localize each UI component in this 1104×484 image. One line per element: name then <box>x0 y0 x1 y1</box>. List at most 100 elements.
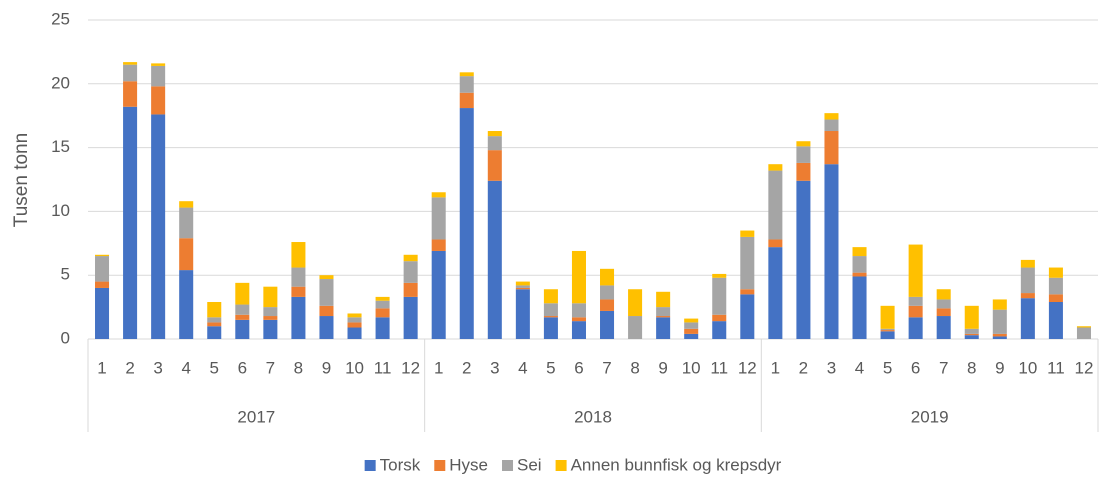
bar-segment <box>291 242 306 268</box>
bar-segment <box>543 303 558 317</box>
y-tick-label: 15 <box>51 137 70 156</box>
bar-segment <box>515 281 530 286</box>
x-tick-label: 9 <box>658 358 667 377</box>
legend-label: Hyse <box>449 455 488 474</box>
bar-segment <box>487 136 502 151</box>
bar-segment <box>151 114 166 339</box>
bar-segment <box>319 279 334 306</box>
x-tick-label: 11 <box>1047 358 1065 377</box>
bar-segment <box>207 301 222 318</box>
x-tick-label: 4 <box>518 358 527 377</box>
bar-segment <box>571 303 586 318</box>
x-tick-label: 2 <box>462 358 471 377</box>
bar-segment <box>151 65 166 87</box>
bar-segment <box>319 275 334 280</box>
bar-segment <box>796 146 811 163</box>
bar-segment <box>600 310 615 339</box>
bar-segment <box>740 294 755 339</box>
bar-segment <box>796 162 811 181</box>
x-tick-label: 1 <box>771 358 780 377</box>
x-tick-label: 3 <box>153 358 162 377</box>
bar-segment <box>543 316 558 318</box>
bar-segment <box>403 261 418 283</box>
bar-segment <box>95 287 110 339</box>
bar-segment <box>375 296 390 301</box>
bar-segment <box>487 180 502 339</box>
bar-segment <box>179 238 194 271</box>
bar-segment <box>824 131 839 165</box>
bar-segment <box>656 307 671 317</box>
x-tick-label: 4 <box>181 358 190 377</box>
bar-segment <box>543 289 558 304</box>
bar-segment <box>515 285 530 288</box>
x-tick-label: 1 <box>97 358 106 377</box>
legend-label: Torsk <box>380 455 421 474</box>
x-tick-label: 7 <box>602 358 611 377</box>
x-tick-label: 12 <box>1075 358 1094 377</box>
bar-segment <box>712 273 727 278</box>
bar-segment <box>95 256 110 282</box>
bar-segment <box>571 250 586 304</box>
bar-segment <box>768 164 783 171</box>
bar-segment <box>263 319 278 339</box>
bar-segment <box>1020 298 1035 339</box>
y-tick-label: 5 <box>61 265 70 284</box>
bar-segment <box>403 296 418 339</box>
x-tick-label: 12 <box>738 358 757 377</box>
x-tick-label: 3 <box>490 358 499 377</box>
bar-segment <box>1048 267 1063 278</box>
bar-segment <box>263 316 278 320</box>
bar-segment <box>628 289 643 317</box>
bar-segment <box>571 321 586 339</box>
bar-segment <box>628 316 643 339</box>
legend-label: Annen bunnfisk og krepsdyr <box>571 455 782 474</box>
bar-segment <box>543 317 558 339</box>
bar-segment <box>431 197 446 240</box>
bar-segment <box>291 296 306 339</box>
legend-swatch <box>434 460 446 471</box>
bar-segment <box>291 286 306 297</box>
x-tick-label: 10 <box>345 358 364 377</box>
bar-segment <box>179 201 194 208</box>
bar-segment <box>796 180 811 339</box>
bar-segment <box>263 286 278 308</box>
bar-segment <box>684 333 699 339</box>
bar-segment <box>347 313 362 318</box>
x-tick-label: 3 <box>827 358 836 377</box>
bar-segment <box>768 239 783 248</box>
bar-segment <box>712 277 727 315</box>
bar-segment <box>459 72 474 77</box>
bar-segment <box>375 308 390 318</box>
x-tick-label: 5 <box>210 358 219 377</box>
bar-segment <box>123 106 138 339</box>
bar-segment <box>740 230 755 237</box>
bar-segment <box>1076 327 1091 339</box>
bar-segment <box>684 318 699 323</box>
bar-segment <box>179 207 194 239</box>
group-label: 2019 <box>911 407 949 426</box>
bar-segment <box>207 322 222 327</box>
bar-segment <box>403 254 418 262</box>
bar-segment <box>347 322 362 328</box>
bar-segment <box>908 305 923 318</box>
bar-segment <box>459 108 474 339</box>
bar-segment <box>600 268 615 286</box>
bar-segment <box>375 300 390 309</box>
bar-segment <box>123 62 138 65</box>
bar-segment <box>1048 294 1063 302</box>
x-tick-label: 11 <box>374 358 392 377</box>
x-tick-label: 7 <box>266 358 275 377</box>
x-tick-label: 2 <box>799 358 808 377</box>
bar-segment <box>684 322 699 329</box>
bar-segment <box>880 328 895 331</box>
bar-segment <box>235 319 250 339</box>
bar-segment <box>207 317 222 323</box>
y-tick-label: 0 <box>61 328 70 347</box>
bar-segment <box>768 170 783 240</box>
bar-segment <box>964 328 979 334</box>
bar-segment <box>431 239 446 251</box>
bar-segment <box>964 335 979 339</box>
bar-segment <box>403 282 418 297</box>
x-tick-label: 12 <box>401 358 420 377</box>
